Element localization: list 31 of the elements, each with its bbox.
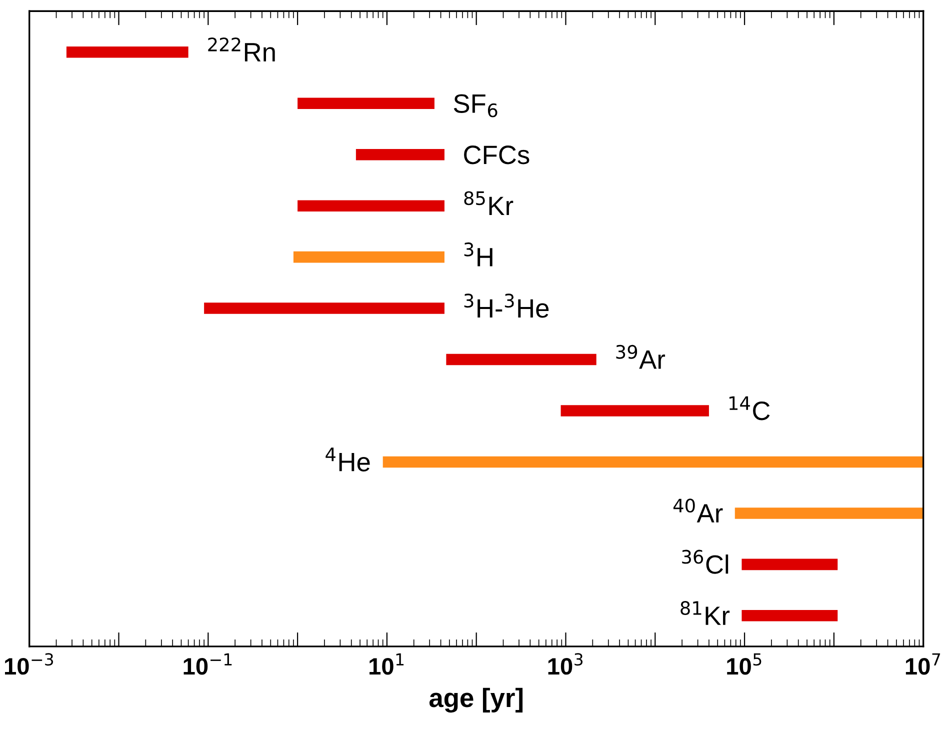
y-tick-label: $^{4}$He bbox=[326, 448, 370, 472]
bar bbox=[382, 456, 924, 468]
y-tick-label: $^{40}$Ar bbox=[673, 498, 723, 522]
bar bbox=[293, 251, 444, 263]
bar bbox=[734, 508, 924, 519]
y-tick-label: $^{36}$Cl bbox=[682, 550, 728, 574]
bar bbox=[356, 148, 444, 160]
bar bbox=[742, 610, 838, 622]
bar bbox=[298, 200, 444, 212]
x-tick-label: 10$^{1}$ bbox=[370, 653, 404, 675]
x-tick-label: 10$^{7}$ bbox=[906, 653, 940, 675]
bar bbox=[204, 302, 444, 314]
x-tick-label: 10$^{3}$ bbox=[548, 653, 583, 675]
bar bbox=[560, 405, 709, 416]
x-tick-label: 10$^{−1}$ bbox=[184, 653, 232, 675]
x-tick-label: 10$^{5}$ bbox=[727, 653, 762, 675]
y-tick-label: CFCs bbox=[464, 146, 530, 164]
x-tick-label: 10$^{−3}$ bbox=[4, 653, 54, 675]
y-tick-label: $^{85}$Kr bbox=[464, 191, 514, 216]
y-tick-label: $^{222}$Rn bbox=[208, 38, 275, 62]
bar bbox=[446, 354, 596, 366]
bar bbox=[66, 46, 188, 58]
y-tick-label: $^{39}$Ar bbox=[616, 344, 666, 369]
y-tick-label: $^{3}$H bbox=[464, 242, 492, 266]
bar bbox=[742, 558, 838, 570]
x-axis-title: age [yr] bbox=[429, 688, 523, 713]
y-tick-label: SF$_{6}$ bbox=[454, 94, 498, 118]
y-tick-label: $^{81}$Kr bbox=[680, 601, 730, 625]
y-tick-label: $^{3}$H-$^{3}$He bbox=[464, 294, 549, 318]
y-tick-label: $^{14}$C bbox=[729, 396, 770, 420]
bar bbox=[298, 98, 434, 109]
